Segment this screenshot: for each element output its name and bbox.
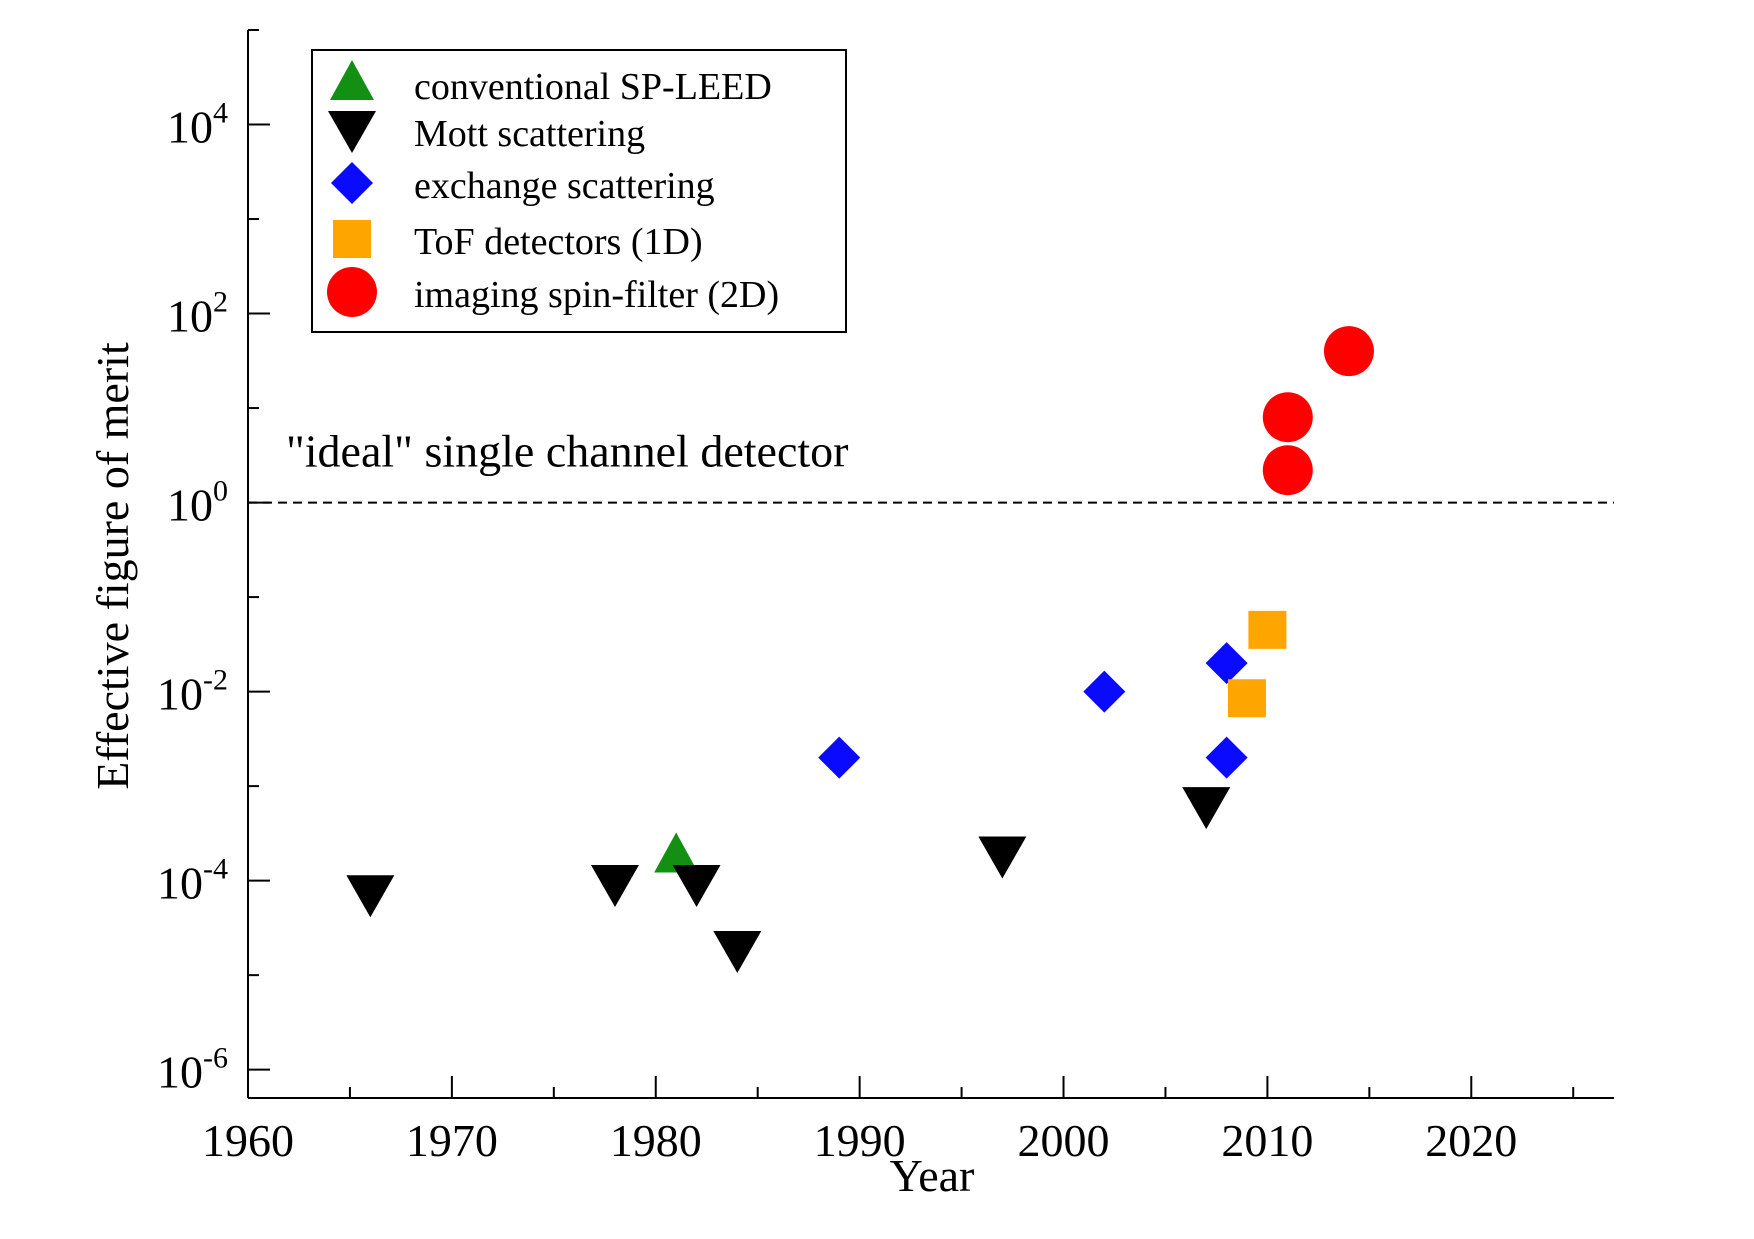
y-tick-label: 10-6 [157,1042,228,1098]
y-tick-base: 10 [157,1047,203,1098]
data-point [713,931,762,974]
data-point [978,836,1027,879]
y-tick-base: 10 [157,858,203,909]
legend-marker [330,60,374,100]
y-tick-exponent: -2 [203,664,228,697]
data-point [1248,610,1287,649]
legend-label: Mott scattering [414,113,645,155]
y-axis-label: Effective figure of merit [87,342,138,790]
y-tick-base: 10 [157,669,203,720]
y-tick-label: 10-2 [157,664,228,720]
data-point [1083,670,1126,713]
data-point [1262,392,1313,443]
y-tick-label: 104 [167,97,228,153]
reference-line-group: "ideal" single channel detector [248,426,1614,504]
y-tick-label: 10-4 [157,853,228,909]
data-point [1182,787,1231,830]
data-point [1262,445,1313,496]
y-tick-base: 10 [167,480,213,531]
legend-label: exchange scattering [414,165,715,207]
y-tick-exponent: 2 [213,286,228,319]
legend-label: imaging spin-filter (2D) [414,274,779,316]
legend-marker [328,111,376,153]
legend-marker [331,162,373,204]
legend-box [311,49,847,333]
y-tick-base: 10 [167,102,213,153]
y-tick-exponent: -6 [203,1042,228,1075]
plot-frame [247,30,1614,1099]
legend-marker [333,220,371,258]
x-tick-label: 1960 [202,1115,294,1166]
data-point [818,736,861,779]
ideal-detector-label: "ideal" single channel detector [286,426,849,477]
data-point [1205,736,1248,779]
data-point [1228,679,1267,718]
data-point [1205,642,1248,685]
y-tick-base: 10 [167,291,213,342]
x-axis-label: Year [890,1150,975,1201]
x-tick-label: 1970 [406,1115,498,1166]
x-tick-label: 2020 [1425,1115,1517,1166]
data-points [346,326,1374,974]
legend-label: conventional SP-LEED [414,66,772,108]
y-tick-exponent: 0 [213,475,228,508]
x-tick-label: 2000 [1018,1115,1110,1166]
data-point [346,875,395,918]
legend-label: ToF detectors (1D) [414,221,703,263]
x-tick-label: 2010 [1221,1115,1313,1166]
data-point [1323,326,1374,377]
x-tick-label: 1980 [610,1115,702,1166]
legend-marker [327,267,377,317]
y-tick-exponent: -4 [203,853,228,886]
data-point [672,864,721,907]
x-axis: 1960 1970 1980 1990 2000 2010 2020 [202,1076,1575,1166]
legend: conventional SP-LEED Mott scattering excha… [311,49,847,333]
y-tick-exponent: 4 [213,97,228,130]
y-tick-label: 102 [167,286,228,342]
y-tick-label: 100 [167,475,228,531]
x-tick-label: 1990 [814,1115,906,1166]
data-point [590,864,639,907]
data-point [654,832,699,873]
